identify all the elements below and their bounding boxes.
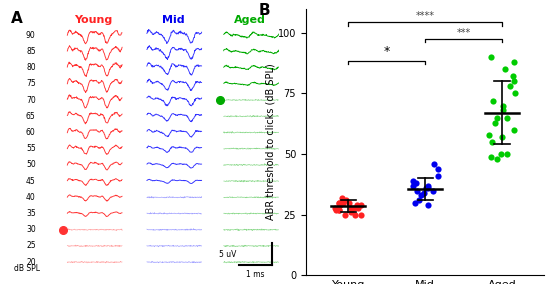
- Text: 50: 50: [26, 160, 36, 169]
- Point: [420, 191, 428, 195]
- Point: [356, 212, 365, 217]
- Point: [342, 198, 351, 202]
- Point: [496, 152, 505, 156]
- Point: [338, 201, 347, 205]
- Point: [411, 181, 420, 185]
- Text: 5 uV: 5 uV: [218, 250, 236, 259]
- Point: [417, 193, 426, 198]
- Text: 25: 25: [26, 241, 36, 250]
- Text: Aged: Aged: [234, 15, 266, 25]
- Text: 55: 55: [26, 144, 36, 153]
- Point: [424, 203, 433, 207]
- Point: [509, 60, 518, 64]
- Point: [335, 201, 344, 205]
- Point: [421, 186, 430, 190]
- Point: [331, 205, 339, 210]
- Point: [492, 157, 501, 161]
- Point: [415, 198, 424, 202]
- Point: [502, 116, 511, 120]
- Point: [344, 201, 353, 205]
- Point: [510, 79, 519, 83]
- Text: *: *: [383, 45, 390, 58]
- Point: [335, 201, 344, 205]
- Point: [354, 205, 363, 210]
- Point: [424, 186, 432, 190]
- Point: [408, 183, 417, 188]
- Text: ***: ***: [456, 28, 471, 38]
- Point: [332, 208, 340, 212]
- Text: 1 ms: 1 ms: [246, 270, 265, 279]
- Point: [509, 74, 518, 79]
- Point: [357, 203, 366, 207]
- Point: [350, 205, 359, 210]
- Point: [486, 55, 495, 59]
- Point: [505, 84, 514, 88]
- Point: [491, 120, 500, 125]
- Point: [353, 203, 362, 207]
- Point: [500, 67, 509, 72]
- Point: [498, 108, 507, 113]
- Text: Mid: Mid: [162, 15, 184, 25]
- Text: 80: 80: [26, 63, 36, 72]
- Text: 70: 70: [26, 95, 36, 105]
- Text: 20: 20: [26, 258, 36, 267]
- Point: [350, 212, 359, 217]
- Text: A: A: [11, 11, 23, 26]
- Point: [346, 210, 355, 215]
- Point: [485, 132, 494, 137]
- Point: [409, 179, 417, 183]
- Point: [511, 91, 520, 96]
- Point: [433, 174, 442, 178]
- Point: [430, 162, 438, 166]
- Text: Young: Young: [74, 15, 112, 25]
- Point: [336, 203, 345, 207]
- Text: 30: 30: [26, 225, 36, 234]
- Text: 65: 65: [26, 112, 36, 121]
- Text: 90: 90: [26, 31, 36, 40]
- Point: [424, 183, 433, 188]
- Point: [334, 208, 343, 212]
- Text: 40: 40: [26, 193, 36, 202]
- Point: [338, 196, 347, 200]
- Point: [487, 140, 496, 144]
- Text: 60: 60: [26, 128, 36, 137]
- Y-axis label: ABR threshold to clicks (dB SPL): ABR threshold to clicks (dB SPL): [265, 64, 275, 220]
- Point: [340, 212, 349, 217]
- Text: 75: 75: [26, 79, 36, 88]
- Point: [411, 201, 420, 205]
- Point: [434, 166, 443, 171]
- Text: dB SPL: dB SPL: [14, 264, 40, 273]
- Point: [489, 99, 498, 103]
- Text: 85: 85: [26, 47, 36, 56]
- Point: [499, 103, 508, 108]
- Point: [498, 135, 507, 139]
- Text: 45: 45: [26, 177, 36, 185]
- Point: [509, 128, 518, 132]
- Point: [334, 208, 343, 212]
- Point: [493, 116, 502, 120]
- Point: [412, 188, 421, 193]
- Point: [346, 205, 355, 210]
- Point: [487, 154, 496, 159]
- Text: ****: ****: [416, 11, 434, 21]
- Text: B: B: [258, 3, 270, 18]
- Point: [503, 152, 512, 156]
- Point: [428, 188, 437, 193]
- Text: 35: 35: [26, 209, 36, 218]
